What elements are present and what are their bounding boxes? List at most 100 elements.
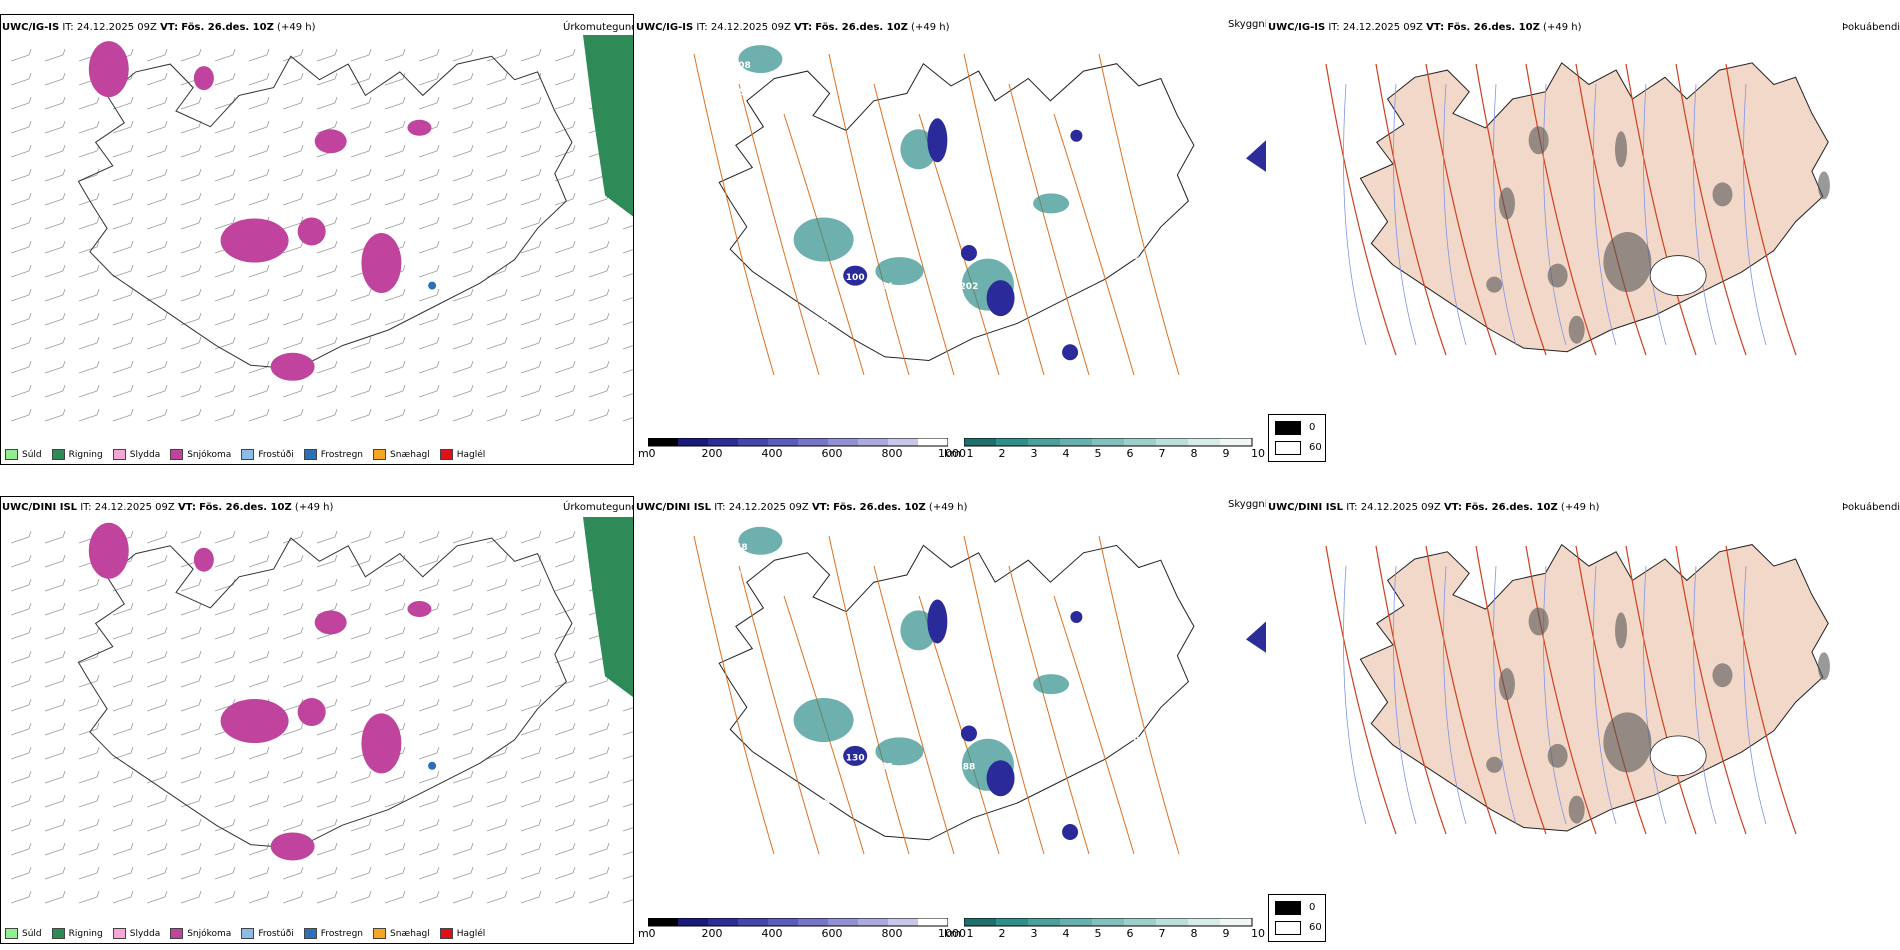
wind-barb (554, 608, 574, 616)
wind-barb-tick (572, 818, 576, 826)
wind-barb-tick (504, 144, 508, 152)
wind-barb (44, 752, 64, 760)
wind-barb-tick (28, 384, 32, 392)
wind-barb (316, 342, 336, 350)
wind-barb (248, 54, 268, 62)
wind-barb (214, 560, 234, 568)
wind-barb (384, 848, 404, 856)
legend-swatch (5, 449, 18, 460)
wind-barb (146, 366, 166, 374)
wind-barb (418, 246, 438, 254)
wind-barb (486, 752, 506, 760)
road (1008, 565, 1090, 855)
wind-barb (316, 560, 336, 568)
wind-barb (452, 680, 472, 688)
legend-label: Haglél (456, 928, 486, 939)
wind-barb (214, 872, 234, 880)
wind-barb (248, 102, 268, 110)
height-colorbar-bottom: m 0 200 400 600 800 1000 (638, 918, 966, 942)
cloud-base-label: 19 (729, 570, 742, 580)
wind-barb-tick (198, 240, 202, 248)
visibility-tick-label: 8 (1190, 447, 1198, 460)
wind-barb-tick (334, 288, 338, 296)
wind-barb (10, 366, 30, 374)
wind-barb-tick (28, 890, 32, 898)
wind-barb (214, 222, 234, 230)
wind-barb-tick (96, 674, 100, 682)
wind-barb-tick (164, 360, 168, 368)
wind-barb-tick (470, 674, 474, 682)
wind-barb-tick (164, 674, 168, 682)
wind-barb (248, 366, 268, 374)
wind-barb (452, 824, 472, 832)
wind-barb-tick (402, 288, 406, 296)
legend-swatch (439, 449, 453, 460)
wind-barb (316, 584, 336, 592)
wind-barb-tick (334, 48, 338, 56)
wind-barb-tick (538, 360, 542, 368)
wind-barb-tick (368, 578, 372, 586)
wind-barb (520, 54, 540, 62)
wind-barb (10, 752, 30, 760)
wind-barb-tick (436, 336, 440, 344)
wind-barb-tick (402, 144, 406, 152)
wind-barb (10, 536, 30, 544)
wind-barb (180, 752, 200, 760)
road (738, 565, 820, 855)
wind-barb (214, 536, 234, 544)
wind-barb (282, 174, 302, 182)
wind-barb (384, 222, 404, 230)
wind-barb (486, 872, 506, 880)
wind-barb-tick (334, 240, 338, 248)
height-tick-label: 800 (881, 447, 903, 460)
wind-barb-tick (402, 360, 406, 368)
wind-barb (282, 896, 302, 904)
wind-barb-tick (334, 384, 338, 392)
wind-barb-tick (538, 288, 542, 296)
wind-barb-tick (198, 264, 202, 272)
wind-barb-tick (164, 722, 168, 730)
wind-barb-tick (402, 48, 406, 56)
wind-barb (180, 680, 200, 688)
wind-barb (350, 560, 370, 568)
wind-barb-tick (368, 144, 372, 152)
wind-barb-tick (436, 770, 440, 778)
wind-barb (350, 102, 370, 110)
wind-barb-tick (470, 626, 474, 634)
wind-barb (180, 584, 200, 592)
wind-barb-tick (504, 770, 508, 778)
wind-barb (350, 656, 370, 664)
wind-barb (146, 656, 166, 664)
wind-barb (316, 390, 336, 398)
wind-barb (520, 270, 540, 278)
river (1643, 565, 1667, 825)
wind-barb (350, 584, 370, 592)
snow-area (220, 699, 289, 743)
wind-barb (418, 198, 438, 206)
low-cloud-base-area (1070, 610, 1083, 623)
wind-barb-tick (470, 168, 474, 176)
wind-barb-tick (572, 866, 576, 874)
wind-barb-tick (300, 530, 304, 538)
wind-barb (214, 318, 234, 326)
wind-barb-tick (266, 890, 270, 898)
legend-label: Frostúði (258, 449, 294, 460)
wind-barb-tick (198, 408, 202, 416)
wind-barb-tick (572, 722, 576, 730)
wind-barb (78, 294, 98, 302)
wind-barb-tick (96, 240, 100, 248)
fog-area (1547, 743, 1568, 768)
wind-barb (554, 584, 574, 592)
wind-barb-tick (232, 602, 236, 610)
wind-barb-tick (334, 96, 338, 104)
height-tick-label: 200 (701, 447, 723, 460)
wind-barb-tick (266, 384, 270, 392)
wind-barb (10, 800, 30, 808)
wind-barb-tick (368, 48, 372, 56)
legend-swatch (112, 928, 126, 939)
road (1375, 545, 1447, 835)
wind-barb-tick (538, 48, 542, 56)
wind-barb-tick (62, 650, 66, 658)
wind-barb (554, 78, 574, 86)
visibility-tick-label: 2 (998, 447, 1006, 460)
